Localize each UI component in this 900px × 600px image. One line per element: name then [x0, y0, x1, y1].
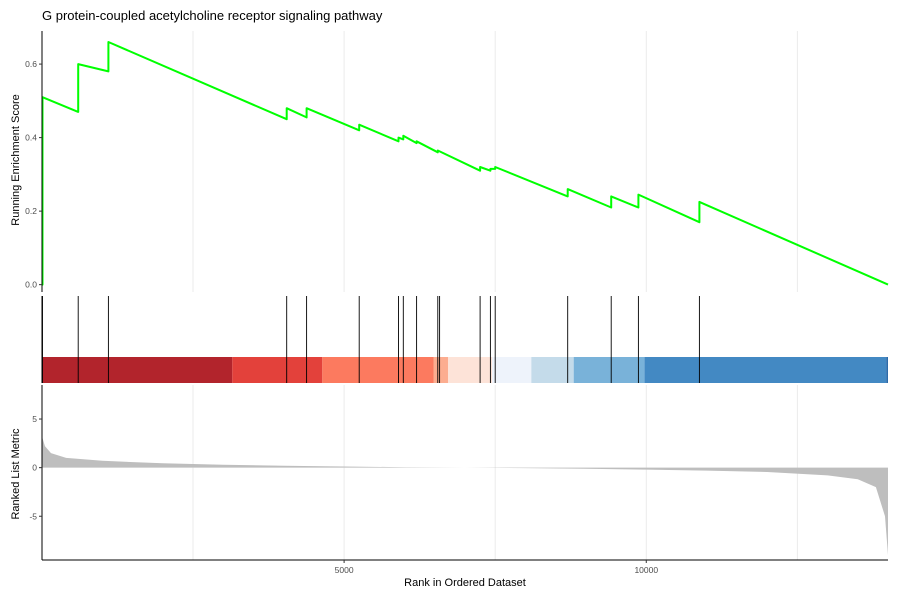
- rank-color-block: [573, 357, 645, 383]
- y-tick-label: 5: [32, 414, 37, 424]
- y-tick-label: 0: [32, 463, 37, 473]
- x-axis-title: Rank in Ordered Dataset: [404, 577, 526, 589]
- x-tick-label: 5000: [335, 565, 354, 575]
- rank-color-bar: [42, 357, 888, 383]
- labels-layer: Running Enrichment Score Ranked List Met…: [10, 59, 658, 589]
- y-tick-label: -5: [29, 511, 37, 521]
- axes-layer: [39, 31, 888, 563]
- grid-layer: [192, 31, 798, 560]
- rank-color-block: [42, 357, 233, 383]
- rank-color-block: [492, 357, 532, 383]
- running-score-layer: [41, 41, 889, 286]
- rank-color-block: [322, 357, 434, 383]
- y-tick-label: 0.4: [25, 133, 37, 143]
- y-tick-label: 0.0: [25, 280, 37, 290]
- rank-color-block: [433, 357, 448, 383]
- rank-color-block: [232, 357, 323, 383]
- rank-color-block: [886, 357, 888, 383]
- y-axis-title-running-score: Running Enrichment Score: [10, 94, 22, 225]
- y-tick-label: 0.6: [25, 59, 37, 69]
- running-score-line: [41, 41, 889, 286]
- ranked-metric-area: [42, 436, 888, 556]
- rank-color-block: [531, 357, 574, 383]
- chart-title: G protein-coupled acetylcholine receptor…: [42, 8, 383, 23]
- rank-color-block: [448, 357, 493, 383]
- y-axis-title-ranked-metric: Ranked List Metric: [10, 428, 22, 520]
- ranked-metric-fill: [42, 436, 888, 556]
- rank-color-block: [644, 357, 887, 383]
- x-tick-label: 10000: [634, 565, 658, 575]
- y-tick-label: 0.2: [25, 206, 37, 216]
